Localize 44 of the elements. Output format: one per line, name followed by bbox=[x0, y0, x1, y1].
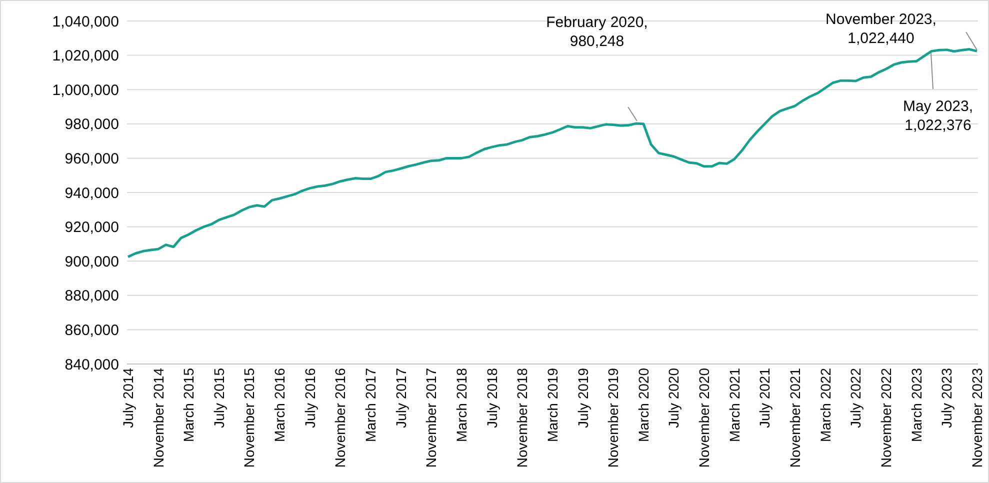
x-tick-label: November 2023 bbox=[968, 368, 985, 468]
x-tick-label: November 2022 bbox=[878, 368, 894, 468]
x-tick-label: March 2016 bbox=[272, 368, 288, 442]
x-tick-label: July 2016 bbox=[302, 368, 318, 428]
annotation: November 2023, 1,022,440 bbox=[826, 11, 936, 47]
x-tick-label: March 2015 bbox=[180, 368, 197, 442]
x-tick-label: March 2020 bbox=[635, 368, 652, 442]
x-tick-label: November 2017 bbox=[423, 368, 440, 468]
x-tick-label: July 2020 bbox=[666, 368, 682, 428]
y-tick-label: 1,000,000 bbox=[52, 82, 119, 99]
x-tick-label: November 2015 bbox=[241, 368, 258, 468]
x-tick-label: November 2014 bbox=[150, 368, 166, 468]
y-tick-label: 960,000 bbox=[64, 150, 119, 168]
x-tick-label: July 2022 bbox=[848, 368, 864, 428]
x-tick-label: July 2015 bbox=[210, 368, 227, 428]
y-tick-label: 920,000 bbox=[64, 219, 119, 236]
x-tick-label: November 2018 bbox=[514, 368, 530, 468]
annotation: May 2023, 1,022,376 bbox=[902, 98, 974, 134]
y-tick-label: 1,020,000 bbox=[52, 48, 119, 65]
x-tick-label: November 2020 bbox=[696, 368, 712, 468]
x-tick-label: November 2016 bbox=[332, 368, 348, 468]
y-tick-label: 1,040,000 bbox=[52, 13, 119, 30]
y-tick-label: 980,000 bbox=[64, 116, 119, 134]
x-tick-label: March 2019 bbox=[544, 368, 560, 442]
x-tick-label: November 2021 bbox=[787, 368, 804, 468]
y-tick-label: 880,000 bbox=[64, 288, 119, 305]
x-tick-label: March 2017 bbox=[362, 368, 379, 442]
x-tick-label: March 2023 bbox=[908, 368, 924, 442]
y-tick-label: 860,000 bbox=[64, 322, 119, 340]
x-tick-label: July 2023 bbox=[938, 368, 955, 428]
x-tick-label: November 2019 bbox=[605, 368, 622, 468]
x-tick-label: July 2019 bbox=[574, 368, 591, 428]
x-tick-label: March 2021 bbox=[726, 368, 742, 442]
y-tick-label: 840,000 bbox=[64, 356, 119, 374]
line-series bbox=[126, 48, 978, 258]
annotation: February 2020, 980,248 bbox=[546, 14, 648, 50]
x-tick-label: July 2021 bbox=[756, 368, 773, 428]
y-tick-label: 900,000 bbox=[64, 253, 119, 270]
x-tick-label: March 2018 bbox=[453, 368, 470, 442]
x-tick-label: July 2018 bbox=[484, 368, 500, 428]
x-tick-label: July 2014 bbox=[120, 368, 136, 428]
y-tick-label: 940,000 bbox=[64, 184, 119, 202]
x-tick-label: March 2022 bbox=[817, 368, 834, 442]
x-tick-label: July 2017 bbox=[392, 368, 409, 428]
